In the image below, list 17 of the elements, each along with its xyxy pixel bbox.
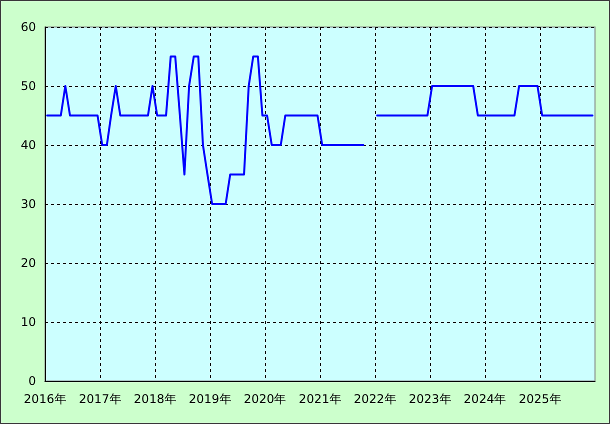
- x-tick-label: 2021年: [298, 392, 342, 406]
- y-tick-label: 40: [20, 138, 36, 152]
- x-tick-label: 2023年: [408, 392, 452, 406]
- x-tick-label: 2016年: [24, 392, 66, 406]
- x-tick-label: 2017年: [78, 392, 122, 406]
- x-tick-label: 2020年: [244, 392, 286, 406]
- x-tick-label: 2022年: [354, 392, 396, 406]
- x-tick-label: 2019年: [188, 392, 232, 406]
- y-tick-label: 50: [20, 79, 36, 93]
- x-tick-label: 2018年: [134, 392, 176, 406]
- y-tick-label: 30: [20, 197, 36, 211]
- x-tick-label: 2025年: [518, 392, 562, 406]
- y-tick-label: 0: [28, 374, 36, 388]
- x-tick-label: 2024年: [464, 392, 506, 406]
- y-tick-label: 20: [20, 256, 36, 270]
- y-tick-label: 10: [20, 315, 36, 329]
- y-tick-label: 60: [20, 20, 36, 34]
